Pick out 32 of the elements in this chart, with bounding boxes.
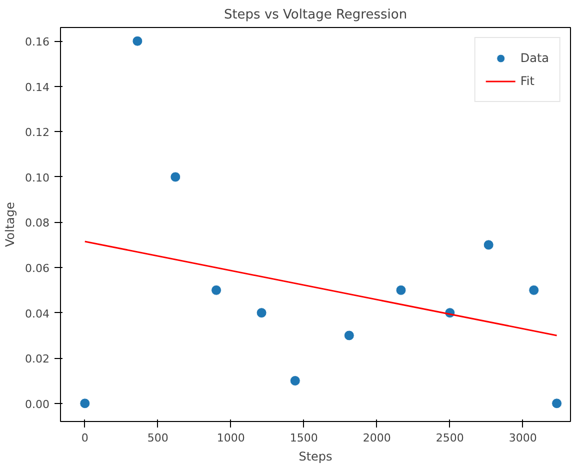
y-tick-label: 0.00 — [25, 398, 50, 411]
x-axis-title: Steps — [298, 450, 332, 464]
point — [344, 330, 354, 341]
x-tick-label: 1000 — [216, 432, 245, 444]
legend-label: Data — [520, 51, 549, 65]
point — [80, 398, 90, 409]
chart-title: Steps vs Voltage Regression — [224, 8, 408, 22]
x-tick-label: 1500 — [290, 432, 318, 444]
x-tick-label: 0 — [81, 432, 88, 444]
y-tick-label: 0.10 — [25, 171, 50, 184]
y-tick-label: 0.08 — [25, 216, 50, 230]
point — [132, 36, 143, 46]
point — [170, 172, 181, 182]
x-tick-label: 500 — [147, 432, 168, 444]
y-tick-label: 0.14 — [25, 80, 50, 94]
point — [528, 284, 540, 296]
point — [256, 308, 267, 318]
x-tick-label: 2500 — [436, 432, 464, 444]
y-tick-label: 0.16 — [25, 36, 50, 49]
x-tick-label: 2000 — [362, 432, 391, 444]
point — [483, 240, 494, 250]
y-tick-label: 0.04 — [25, 307, 50, 320]
x-tick-label: 3000 — [508, 432, 537, 444]
legend-label: Fit — [520, 74, 536, 88]
point — [211, 284, 222, 296]
y-axis-title: Voltage — [3, 202, 18, 248]
point — [552, 398, 562, 409]
y-tick-label: 0.02 — [25, 352, 50, 366]
y-tick-label: 0.12 — [25, 126, 50, 140]
point — [396, 284, 406, 296]
point — [290, 376, 300, 386]
y-tick-label: 0.06 — [25, 262, 50, 276]
